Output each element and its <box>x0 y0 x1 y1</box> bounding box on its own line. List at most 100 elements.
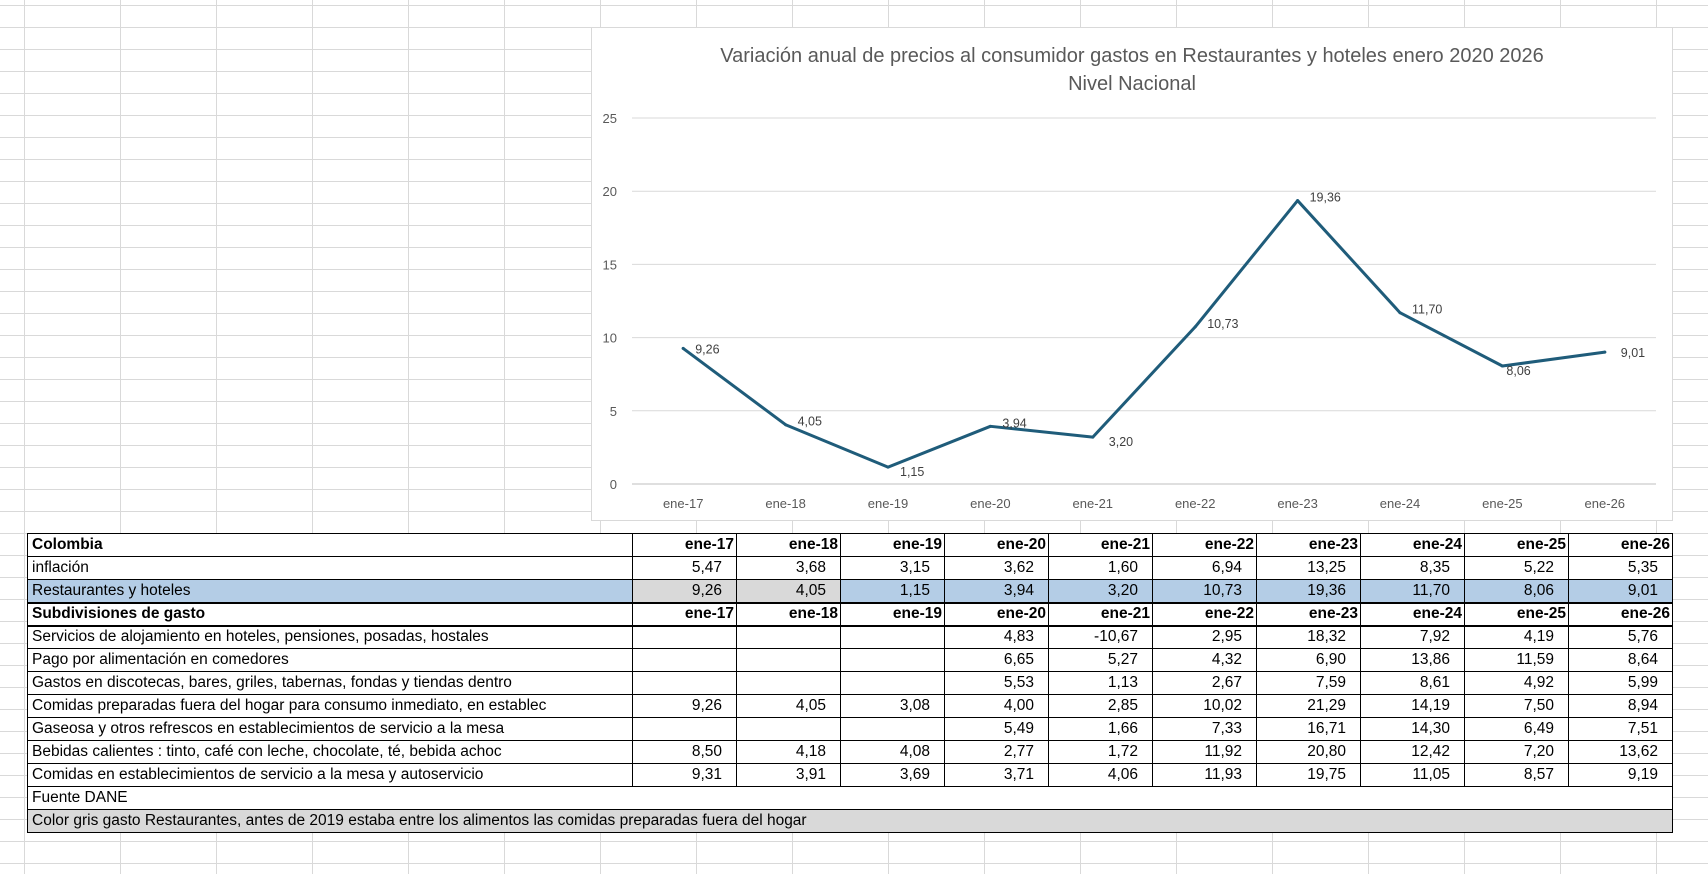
year-header-cell[interactable]: ene-17 <box>633 603 737 626</box>
value-cell[interactable]: 10,02 <box>1153 695 1257 718</box>
year-header-cell[interactable]: ene-25 <box>1465 603 1569 626</box>
value-cell[interactable]: 4,83 <box>945 626 1049 649</box>
value-cell[interactable]: 13,86 <box>1361 649 1465 672</box>
row-label-cell[interactable]: Servicios de alojamiento en hoteles, pen… <box>28 626 633 649</box>
value-cell[interactable]: 5,76 <box>1569 626 1673 649</box>
value-cell[interactable]: 5,49 <box>945 718 1049 741</box>
value-cell[interactable]: 1,66 <box>1049 718 1153 741</box>
value-cell[interactable] <box>841 672 945 695</box>
value-cell[interactable] <box>841 626 945 649</box>
value-cell[interactable]: 5,22 <box>1465 557 1569 580</box>
value-cell[interactable]: 5,35 <box>1569 557 1673 580</box>
value-cell[interactable]: 1,72 <box>1049 741 1153 764</box>
value-cell[interactable]: 16,71 <box>1257 718 1361 741</box>
value-cell[interactable] <box>737 672 841 695</box>
value-cell[interactable]: 5,47 <box>633 557 737 580</box>
year-header-cell[interactable]: ene-22 <box>1153 534 1257 557</box>
year-header-cell[interactable]: ene-18 <box>737 603 841 626</box>
row-label-cell[interactable]: Comidas en establecimientos de servicio … <box>28 764 633 787</box>
value-cell[interactable]: 19,36 <box>1257 580 1361 603</box>
value-cell[interactable]: 18,32 <box>1257 626 1361 649</box>
value-cell[interactable]: 5,53 <box>945 672 1049 695</box>
value-cell[interactable]: 10,73 <box>1153 580 1257 603</box>
row-label-cell[interactable]: Bebidas calientes : tinto, café con lech… <box>28 741 633 764</box>
value-cell[interactable]: 11,05 <box>1361 764 1465 787</box>
value-cell[interactable]: 8,57 <box>1465 764 1569 787</box>
value-cell[interactable]: 4,92 <box>1465 672 1569 695</box>
value-cell[interactable]: 11,92 <box>1153 741 1257 764</box>
year-header-cell[interactable]: ene-25 <box>1465 534 1569 557</box>
value-cell[interactable]: 8,50 <box>633 741 737 764</box>
value-cell[interactable]: 12,42 <box>1361 741 1465 764</box>
year-header-cell[interactable]: ene-26 <box>1569 603 1673 626</box>
value-cell[interactable]: 3,20 <box>1049 580 1153 603</box>
value-cell[interactable]: 13,62 <box>1569 741 1673 764</box>
value-cell[interactable]: 21,29 <box>1257 695 1361 718</box>
value-cell[interactable]: 2,67 <box>1153 672 1257 695</box>
value-cell[interactable]: 2,95 <box>1153 626 1257 649</box>
value-cell[interactable]: 4,08 <box>841 741 945 764</box>
value-cell[interactable]: 4,05 <box>737 580 841 603</box>
value-cell[interactable]: 4,19 <box>1465 626 1569 649</box>
value-cell[interactable]: 3,15 <box>841 557 945 580</box>
value-cell[interactable]: 11,93 <box>1153 764 1257 787</box>
value-cell[interactable]: 7,50 <box>1465 695 1569 718</box>
year-header-cell[interactable]: ene-20 <box>945 603 1049 626</box>
value-cell[interactable]: 1,13 <box>1049 672 1153 695</box>
value-cell[interactable]: 13,25 <box>1257 557 1361 580</box>
value-cell[interactable]: 20,80 <box>1257 741 1361 764</box>
value-cell[interactable]: 2,77 <box>945 741 1049 764</box>
year-header-cell[interactable]: ene-26 <box>1569 534 1673 557</box>
source-cell[interactable]: Fuente DANE <box>28 787 1673 810</box>
value-cell[interactable] <box>841 649 945 672</box>
value-cell[interactable] <box>737 718 841 741</box>
value-cell[interactable]: 3,71 <box>945 764 1049 787</box>
value-cell[interactable]: 7,59 <box>1257 672 1361 695</box>
year-header-cell[interactable]: ene-21 <box>1049 603 1153 626</box>
value-cell[interactable]: 8,94 <box>1569 695 1673 718</box>
row-label-cell[interactable]: Gastos en discotecas, bares, griles, tab… <box>28 672 633 695</box>
value-cell[interactable]: 7,92 <box>1361 626 1465 649</box>
year-header-cell[interactable]: ene-19 <box>841 603 945 626</box>
year-header-cell[interactable]: ene-23 <box>1257 534 1361 557</box>
year-header-cell[interactable]: ene-19 <box>841 534 945 557</box>
value-cell[interactable]: 4,00 <box>945 695 1049 718</box>
value-cell[interactable]: 6,49 <box>1465 718 1569 741</box>
value-cell[interactable]: 6,94 <box>1153 557 1257 580</box>
value-cell[interactable]: 7,51 <box>1569 718 1673 741</box>
value-cell[interactable]: 4,05 <box>737 695 841 718</box>
row-label-cell[interactable]: Pago por alimentación en comedores <box>28 649 633 672</box>
value-cell[interactable]: 9,26 <box>633 580 737 603</box>
value-cell[interactable]: 5,99 <box>1569 672 1673 695</box>
value-cell[interactable]: 4,18 <box>737 741 841 764</box>
value-cell[interactable]: 11,70 <box>1361 580 1465 603</box>
year-header-cell[interactable]: ene-23 <box>1257 603 1361 626</box>
value-cell[interactable]: 14,30 <box>1361 718 1465 741</box>
year-header-cell[interactable]: ene-18 <box>737 534 841 557</box>
value-cell[interactable]: 8,35 <box>1361 557 1465 580</box>
value-cell[interactable]: 19,75 <box>1257 764 1361 787</box>
row-label-cell[interactable]: Restaurantes y hoteles <box>28 580 633 603</box>
value-cell[interactable] <box>633 672 737 695</box>
value-cell[interactable] <box>737 626 841 649</box>
year-header-cell[interactable]: ene-24 <box>1361 603 1465 626</box>
value-cell[interactable]: 1,60 <box>1049 557 1153 580</box>
value-cell[interactable]: 6,90 <box>1257 649 1361 672</box>
value-cell[interactable]: 3,91 <box>737 764 841 787</box>
value-cell[interactable]: 9,19 <box>1569 764 1673 787</box>
value-cell[interactable]: 8,61 <box>1361 672 1465 695</box>
row-label-cell[interactable]: Comidas preparadas fuera del hogar para … <box>28 695 633 718</box>
value-cell[interactable]: 3,94 <box>945 580 1049 603</box>
value-cell[interactable]: 9,26 <box>633 695 737 718</box>
year-header-cell[interactable]: ene-21 <box>1049 534 1153 557</box>
value-cell[interactable]: 3,68 <box>737 557 841 580</box>
value-cell[interactable]: 7,33 <box>1153 718 1257 741</box>
value-cell[interactable]: 3,62 <box>945 557 1049 580</box>
subdivisions-title-cell[interactable]: Subdivisiones de gasto <box>28 603 633 626</box>
value-cell[interactable]: -10,67 <box>1049 626 1153 649</box>
year-header-cell[interactable]: ene-17 <box>633 534 737 557</box>
value-cell[interactable]: 4,32 <box>1153 649 1257 672</box>
value-cell[interactable]: 5,27 <box>1049 649 1153 672</box>
value-cell[interactable]: 2,85 <box>1049 695 1153 718</box>
value-cell[interactable]: 9,01 <box>1569 580 1673 603</box>
